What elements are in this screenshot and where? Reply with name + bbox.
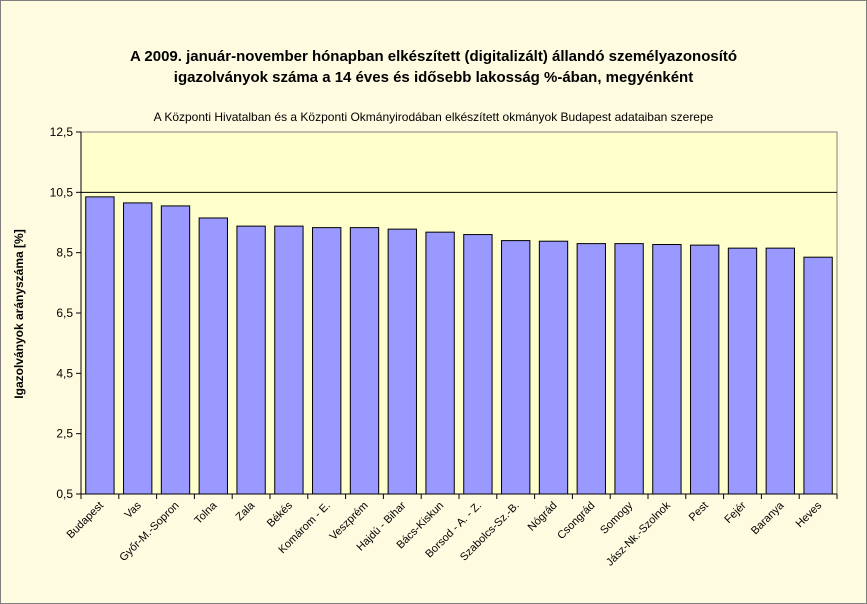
- x-tick-label: Pest: [687, 500, 711, 524]
- x-tick-label: Jász-Nk.-Szolnok: [604, 499, 673, 568]
- y-tick-label: 12,5: [50, 125, 74, 139]
- bar: [463, 234, 493, 495]
- y-tick-label: 0,5: [56, 487, 73, 501]
- y-tick-label: 8,5: [56, 246, 73, 260]
- x-tick-label: Baranya: [749, 499, 787, 537]
- bar: [614, 243, 644, 495]
- bar: [123, 202, 153, 495]
- x-tick-label: Vas: [123, 499, 145, 521]
- bar: [349, 227, 380, 495]
- y-tick-label: 4,5: [56, 366, 73, 380]
- plot-area: [80, 131, 838, 495]
- bar: [274, 225, 304, 495]
- bar: [803, 256, 833, 495]
- y-tick-label: 6,5: [56, 306, 73, 320]
- chart-title-line1: A 2009. január-november hónapban elkészí…: [129, 48, 738, 65]
- bar: [85, 196, 115, 495]
- bar: [538, 240, 569, 495]
- chart-title-line2: igazolványok száma a 14 éves és idősebb …: [173, 69, 694, 86]
- x-tick-label: Zala: [234, 499, 258, 523]
- bar: [501, 240, 531, 495]
- bar: [312, 227, 342, 495]
- x-tick-label: Heves: [794, 499, 825, 530]
- bar: [576, 243, 606, 495]
- bar: [160, 205, 191, 495]
- bar: [198, 217, 228, 495]
- x-tick-label: Csongrád: [555, 500, 597, 542]
- bar: [236, 225, 266, 495]
- x-tick-label: Tolna: [192, 499, 220, 527]
- chart-subtitle: A Központi Hivatalban és a Központi Okmá…: [153, 110, 714, 124]
- bar: [652, 244, 682, 495]
- y-tick-label: 10,5: [50, 185, 74, 199]
- bar: [425, 231, 455, 495]
- bar: [387, 228, 417, 495]
- bar: [727, 247, 758, 495]
- y-tick-label: 2,5: [56, 427, 73, 441]
- x-tick-label: Nógrád: [526, 500, 560, 534]
- bar: [690, 244, 720, 495]
- x-tick-label: Budapest: [65, 500, 106, 541]
- bar: [765, 247, 795, 495]
- x-tick-label: Fejér: [722, 499, 748, 525]
- x-tick-label: Békés: [265, 499, 295, 529]
- x-tick-label: Somogy: [598, 499, 635, 536]
